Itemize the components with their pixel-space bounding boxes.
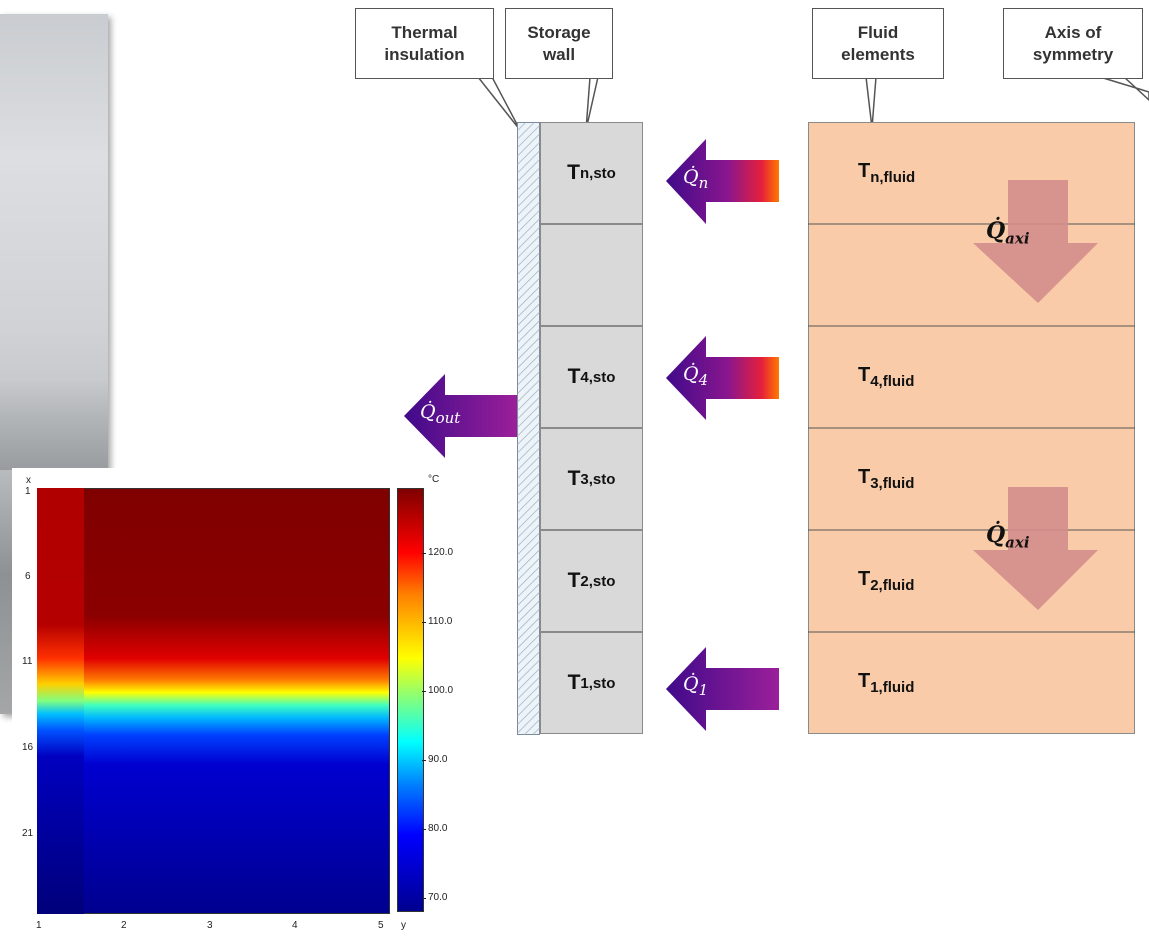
colorbar-tickmark (422, 760, 426, 761)
fluid-element-3: T3,fluid (858, 466, 915, 492)
colorbar-tickmark (422, 691, 426, 692)
temperature-heatmap (37, 488, 390, 914)
x-tick: 11 (22, 656, 33, 667)
storage-cell-gap (540, 224, 643, 326)
colorbar-tickmark (422, 622, 426, 623)
photo-shadow (0, 380, 108, 470)
callout-fluid-elements: Fluid elements (812, 8, 944, 79)
y-tick: 3 (207, 920, 213, 931)
axi-arrow-lower-icon (973, 487, 1098, 610)
colorbar-tick: 90.0 (428, 754, 448, 765)
colorbar (397, 488, 424, 912)
x-tick: 21 (22, 828, 34, 839)
colorbar-tick: 80.0 (428, 823, 448, 834)
y-tick: 4 (292, 920, 298, 931)
q-4-label: Q̇4 (683, 363, 709, 389)
insulation-strip (517, 122, 540, 735)
fluid-element-2: T2,fluid (858, 568, 915, 594)
fluid-element-4: T4,fluid (858, 364, 915, 390)
fluid-element-1: T1,fluid (858, 670, 915, 696)
arrow-q-out-icon (404, 374, 517, 458)
arrow-q-n-icon (666, 139, 779, 224)
callout-thermal-insulation: Thermal insulation (355, 8, 494, 79)
x-tick: 16 (22, 742, 34, 753)
y-tick: 1 (36, 920, 42, 931)
colorbar-tickmark (422, 553, 426, 554)
colorbar-tickmark (422, 829, 426, 830)
q-n-label: Q̇n (683, 166, 709, 192)
colorbar-tickmark (422, 898, 426, 899)
callout-axis-of-symmetry: Axis of symmetry (1003, 8, 1143, 79)
callout-storage-wall: Storage wall (505, 8, 613, 79)
x-tick: 1 (25, 486, 31, 497)
x-tick: 6 (25, 571, 31, 582)
y-tick: 5 (378, 920, 384, 931)
q-axi-label-upper: Q̇axi (986, 218, 1030, 248)
fluid-element-n: Tn,fluid (858, 160, 916, 186)
heatmap-y-axis-label: y (401, 920, 406, 931)
axi-arrow-upper-icon (973, 180, 1098, 303)
arrow-q-1-icon (666, 647, 779, 731)
fluid-dividers (808, 223, 1135, 633)
storage-cell-1: T 1,sto (540, 632, 643, 734)
heatmap-x-axis-label: x (26, 475, 31, 486)
colorbar-unit: °C (428, 474, 440, 485)
q-out-label: Q̇out (420, 401, 461, 427)
arrow-q-4-icon (666, 336, 779, 420)
storage-cell-4: T 4,sto (540, 326, 643, 428)
heatmap-first-column (37, 488, 84, 914)
q-axi-label-lower: Q̇axi (986, 522, 1030, 552)
storage-cell-3: T 3,sto (540, 428, 643, 530)
colorbar-tick: 120.0 (428, 547, 454, 558)
colorbar-tick: 70.0 (428, 892, 448, 903)
colorbar-tick: 100.0 (428, 685, 454, 696)
y-tick: 2 (121, 920, 127, 931)
colorbar-tick: 110.0 (428, 616, 453, 627)
q-1-label: Q̇1 (683, 673, 709, 699)
storage-cell-2: T 2,sto (540, 530, 643, 632)
